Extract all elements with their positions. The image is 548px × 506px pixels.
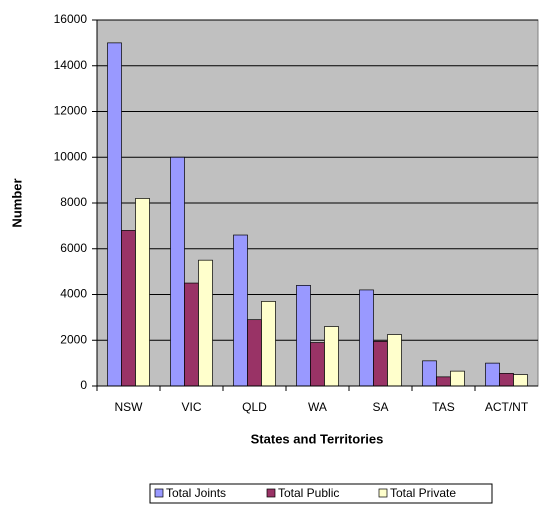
bar — [324, 326, 339, 387]
bar — [387, 334, 402, 387]
bar — [310, 342, 325, 387]
bar — [135, 198, 150, 387]
x-tick-label: VIC — [181, 400, 201, 414]
x-tick-label: WA — [308, 400, 327, 414]
x-tick-label: TAS — [432, 400, 454, 414]
bar — [170, 156, 185, 387]
y-tick-label: 16000 — [54, 12, 88, 26]
y-tick-label: 14000 — [54, 58, 88, 72]
legend-box — [149, 483, 493, 504]
legend-label: Total Joints — [166, 486, 226, 500]
bar — [233, 234, 248, 387]
bar — [513, 374, 528, 387]
legend-swatch — [266, 488, 276, 498]
legend-swatch — [378, 488, 388, 498]
x-tick-label: SA — [372, 400, 388, 414]
bar — [296, 285, 311, 387]
y-tick-label: 2000 — [60, 332, 87, 346]
bar — [499, 373, 514, 387]
x-tick-label: ACT/NT — [485, 400, 529, 414]
bar — [436, 376, 451, 387]
x-axis-title: States and Territories — [251, 431, 384, 446]
bar — [373, 341, 388, 387]
bar — [422, 360, 437, 387]
bar — [359, 289, 374, 387]
bar — [485, 362, 500, 387]
bar — [261, 301, 276, 387]
bar — [121, 230, 136, 387]
y-tick-label: 10000 — [54, 149, 88, 163]
legend-label: Total Public — [278, 486, 339, 500]
bar — [107, 42, 122, 387]
y-tick-label: 12000 — [54, 104, 88, 118]
bar — [450, 370, 465, 387]
bar — [184, 282, 199, 387]
y-tick-label: 0 — [80, 378, 87, 392]
x-tick-label: QLD — [242, 400, 267, 414]
legend-label: Total Private — [390, 486, 456, 500]
bar — [247, 319, 262, 387]
y-axis-title: Number — [9, 178, 24, 227]
y-tick-label: 6000 — [60, 241, 87, 255]
y-tick-label: 8000 — [60, 195, 87, 209]
x-tick-label: NSW — [115, 400, 144, 414]
y-tick-label: 4000 — [60, 287, 87, 301]
bar — [198, 259, 213, 387]
legend-swatch — [154, 488, 164, 498]
